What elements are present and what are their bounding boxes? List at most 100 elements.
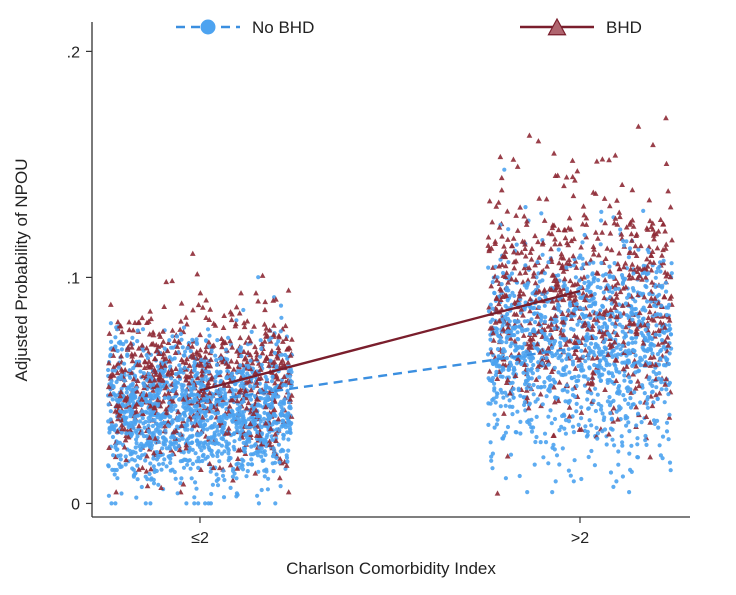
bhd-point: [485, 242, 492, 248]
no-bhd-point: [593, 386, 598, 391]
bhd-point: [574, 334, 581, 340]
no-bhd-point: [546, 362, 551, 367]
bhd-point: [529, 245, 535, 252]
no-bhd-point: [256, 275, 261, 280]
bhd-point: [578, 244, 584, 250]
no-bhd-point: [571, 479, 576, 484]
no-bhd-point: [645, 395, 651, 400]
no-bhd-point: [616, 286, 622, 291]
bhd-point: [105, 383, 112, 390]
bhd-point: [594, 235, 601, 241]
no-bhd-point: [549, 421, 554, 426]
bhd-point: [626, 275, 633, 281]
no-bhd-point: [278, 484, 283, 489]
no-bhd-point: [591, 276, 596, 281]
no-bhd-point: [127, 368, 132, 373]
no-bhd-point: [153, 401, 158, 406]
bhd-point: [495, 199, 502, 205]
no-bhd-point: [234, 425, 239, 430]
bhd-point: [494, 375, 501, 382]
no-bhd-point: [630, 317, 635, 322]
no-bhd-point: [490, 280, 495, 285]
bhd-point: [150, 329, 156, 335]
no-bhd-point: [553, 353, 558, 358]
no-bhd-point: [238, 383, 243, 388]
no-bhd-point: [133, 445, 138, 450]
no-bhd-point: [527, 382, 532, 387]
no-bhd-point: [542, 380, 547, 385]
no-bhd-point: [121, 342, 126, 347]
no-bhd-point: [220, 427, 225, 432]
bhd-point: [616, 250, 622, 256]
bhd-point: [524, 394, 531, 401]
bhd-point: [206, 316, 213, 322]
no-bhd-point: [552, 379, 557, 385]
no-bhd-point: [517, 473, 522, 479]
no-bhd-point: [576, 374, 581, 379]
bhd-point: [495, 300, 502, 307]
no-bhd-point: [183, 349, 188, 354]
no-bhd-point: [576, 364, 581, 369]
no-bhd-point: [266, 476, 271, 481]
no-bhd-point: [522, 341, 527, 346]
no-bhd-point: [603, 358, 608, 363]
bhd-point: [266, 438, 273, 444]
no-bhd-point: [179, 476, 184, 481]
no-bhd-point: [282, 397, 287, 402]
no-bhd-point: [531, 382, 536, 388]
bhd-point: [262, 298, 269, 305]
no-bhd-point: [628, 467, 633, 472]
no-bhd-point: [253, 451, 258, 456]
bhd-point: [155, 343, 162, 349]
no-bhd-point: [634, 423, 639, 428]
bhd-point: [641, 322, 648, 328]
no-bhd-point: [624, 239, 629, 244]
no-bhd-point: [276, 339, 281, 344]
no-bhd-point: [141, 371, 146, 376]
no-bhd-point: [535, 385, 541, 390]
no-bhd-point: [595, 436, 600, 441]
no-bhd-point: [597, 362, 602, 367]
no-bhd-point: [118, 409, 123, 414]
no-bhd-point: [256, 501, 261, 506]
bhd-point: [587, 380, 594, 386]
bhd-point: [616, 209, 623, 215]
no-bhd-point: [510, 412, 515, 417]
bhd-point: [505, 279, 511, 285]
no-bhd-point: [277, 460, 282, 465]
no-bhd-point: [641, 347, 646, 352]
bhd-point: [165, 339, 172, 345]
bhd-point: [163, 410, 170, 416]
no-bhd-point: [610, 354, 615, 359]
no-bhd-point: [544, 356, 549, 361]
no-bhd-point: [598, 407, 604, 412]
bhd-point: [271, 406, 278, 413]
bhd-point: [244, 379, 250, 385]
bhd-point: [284, 346, 291, 352]
no-bhd-point: [535, 284, 541, 289]
no-bhd-point: [214, 362, 220, 367]
no-bhd-point: [224, 444, 229, 449]
no-bhd-point: [228, 485, 233, 490]
bhd-point: [589, 322, 596, 329]
bhd-point: [194, 271, 201, 277]
no-bhd-point: [621, 393, 626, 398]
bhd-point: [130, 376, 137, 382]
bhd-point: [163, 406, 169, 412]
no-bhd-point: [509, 362, 514, 368]
bhd-point: [555, 397, 562, 404]
no-bhd-point: [624, 423, 629, 428]
no-bhd-point: [654, 270, 659, 275]
no-bhd-point: [571, 430, 577, 435]
no-bhd-point: [542, 319, 548, 324]
no-bhd-point: [209, 349, 214, 354]
no-bhd-point: [492, 412, 497, 417]
no-bhd-point: [635, 442, 640, 447]
bhd-point: [544, 263, 550, 269]
bhd-point: [610, 418, 617, 424]
no-bhd-point: [554, 453, 560, 458]
no-bhd-point: [573, 306, 578, 311]
no-bhd-point: [174, 334, 180, 339]
no-bhd-point: [531, 362, 536, 368]
bhd-point: [202, 348, 209, 354]
